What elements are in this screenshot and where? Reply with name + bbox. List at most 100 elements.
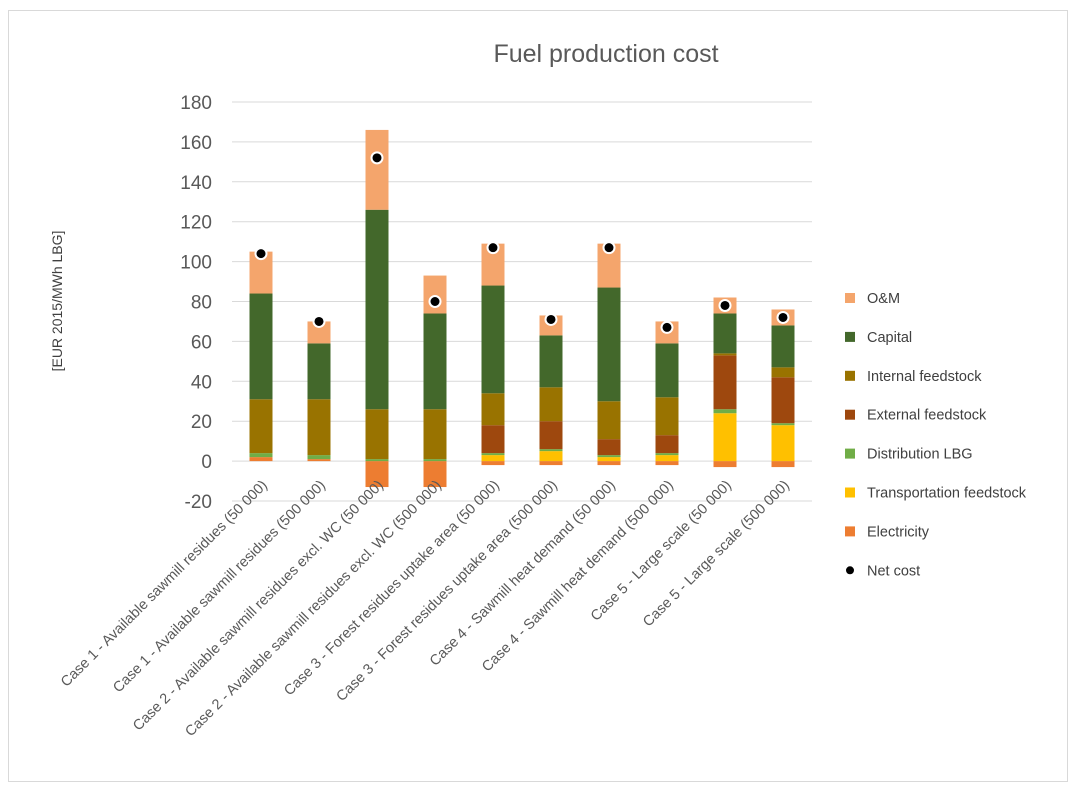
bar-segment-distribution-lbg <box>539 449 563 452</box>
legend-label: Internal feedstock <box>867 369 982 385</box>
bar-segment-o-m <box>597 243 621 288</box>
bar-segment-o-m <box>481 243 505 286</box>
bar-segment-transportation-feedstock <box>539 451 563 462</box>
x-category-label: Case 1 - Available sawmill residues (50 … <box>58 478 271 691</box>
y-axis-ticks: -20 0 20 40 60 80 100 120 140 160 180 <box>180 93 212 513</box>
bar-segment-internal-feedstock <box>423 409 447 460</box>
bar-segment-transportation-feedstock <box>655 455 679 462</box>
bar-segment-internal-feedstock <box>597 401 621 440</box>
y-tick-label: 140 <box>180 173 212 194</box>
legend-label: O&M <box>867 291 900 307</box>
legend-label: Capital <box>867 330 912 346</box>
bar-segment-transportation-feedstock <box>713 413 737 462</box>
y-tick-label: 160 <box>180 133 212 154</box>
net-cost-point <box>370 151 384 165</box>
bar-segment-internal-feedstock <box>655 397 679 436</box>
y-tick-label: 20 <box>191 412 212 433</box>
y-tick-label: 180 <box>180 93 212 114</box>
bar-segment-distribution-lbg <box>713 409 737 414</box>
net-cost-points <box>254 151 790 334</box>
bar-segment-capital <box>771 325 795 368</box>
net-cost-point <box>718 298 732 312</box>
legend: O&M Capital Internal feedstock External fee… <box>845 291 1027 579</box>
legend-swatch <box>845 448 855 459</box>
bar-segment-electricity <box>365 461 389 488</box>
bar-segment-internal-feedstock <box>713 353 737 356</box>
y-tick-label: 80 <box>191 293 212 314</box>
y-tick-label: 0 <box>201 452 212 473</box>
bar-segment-distribution-lbg <box>307 455 331 460</box>
bar-segment-electricity <box>655 461 679 466</box>
bar-segment-transportation-feedstock <box>597 457 621 462</box>
net-cost-point <box>602 241 616 255</box>
bar-segment-internal-feedstock <box>481 393 505 426</box>
net-cost-point <box>312 314 326 328</box>
bar-segment-capital <box>713 313 737 354</box>
bar-segment-electricity <box>713 461 737 468</box>
legend-label: Electricity <box>867 524 930 540</box>
y-tick-label: 100 <box>180 253 212 274</box>
bar-segment-o-m <box>307 321 331 344</box>
legend-label: Distribution LBG <box>867 447 973 463</box>
net-cost-point <box>486 241 500 255</box>
net-cost-point <box>544 312 558 326</box>
bar-segment-capital <box>539 335 563 388</box>
legend-item-net-cost: Net cost <box>846 563 920 579</box>
bar-segment-capital <box>481 285 505 394</box>
bar-segment-o-m <box>365 129 389 210</box>
bar-segment-external-feedstock <box>713 355 737 410</box>
legend-item-electricity: Electricity <box>845 524 930 540</box>
legend-item-capital: Capital <box>845 330 912 346</box>
bar-segment-distribution-lbg <box>423 459 447 462</box>
bar-segment-o-m <box>249 251 273 294</box>
net-cost-point <box>428 295 442 308</box>
legend-item-transportation-feedstock: Transportation feedstock <box>845 486 1027 502</box>
net-cost-point <box>776 310 790 324</box>
bar-segment-internal-feedstock <box>365 409 389 460</box>
legend-item-external-feedstock: External feedstock <box>845 408 987 424</box>
bar-segment-transportation-feedstock <box>771 425 795 462</box>
chart-title: Fuel production cost <box>493 40 718 68</box>
bar-segment-internal-feedstock <box>539 387 563 422</box>
y-tick-label: -20 <box>185 492 212 513</box>
bar-segment-electricity <box>597 461 621 466</box>
bar-segment-external-feedstock <box>481 425 505 454</box>
y-tick-label: 60 <box>191 332 212 353</box>
bar-segment-capital <box>423 313 447 410</box>
legend-swatch <box>845 409 855 420</box>
bar-segment-external-feedstock <box>597 439 621 456</box>
bar-segment-capital <box>307 343 331 400</box>
net-cost-point <box>254 247 268 261</box>
bar-segment-electricity <box>307 459 331 462</box>
bar-segment-distribution-lbg <box>249 453 273 458</box>
net-cost-point <box>660 320 674 334</box>
bar-segment-transportation-feedstock <box>481 455 505 462</box>
legend-label: Net cost <box>867 563 920 579</box>
y-tick-label: 120 <box>180 213 212 234</box>
bars <box>249 129 795 488</box>
legend-swatch <box>845 526 855 537</box>
legend-item-o-m: O&M <box>845 291 900 307</box>
y-axis-label: [EUR 2015/MWh LBG] <box>49 231 65 372</box>
bar-segment-capital <box>597 287 621 402</box>
x-category-label: Case 1 - Available sawmill residues (500… <box>110 478 329 697</box>
y-tick-label: 40 <box>191 372 212 393</box>
bar-segment-distribution-lbg <box>481 453 505 456</box>
bar-segment-electricity <box>539 461 563 466</box>
chart-frame <box>8 10 1068 782</box>
legend-swatch <box>845 331 855 342</box>
x-category-label: Case 3 - Forest residues uptake area (50… <box>334 478 561 705</box>
legend-item-distribution-lbg: Distribution LBG <box>845 447 973 463</box>
bar-segment-external-feedstock <box>771 377 795 424</box>
legend-marker <box>846 566 854 575</box>
x-axis-category-labels: Case 1 - Available sawmill residues (50 … <box>58 478 793 740</box>
bar-segment-electricity <box>771 461 795 468</box>
bar-segment-electricity <box>423 461 447 488</box>
bar-segment-internal-feedstock <box>771 367 795 378</box>
x-category-label: Case 3 - Forest residues uptake area (50… <box>281 478 503 700</box>
legend-label: External feedstock <box>867 408 987 424</box>
bar-segment-distribution-lbg <box>771 423 795 426</box>
bar-segment-distribution-lbg <box>655 453 679 456</box>
bar-segment-electricity <box>481 461 505 466</box>
